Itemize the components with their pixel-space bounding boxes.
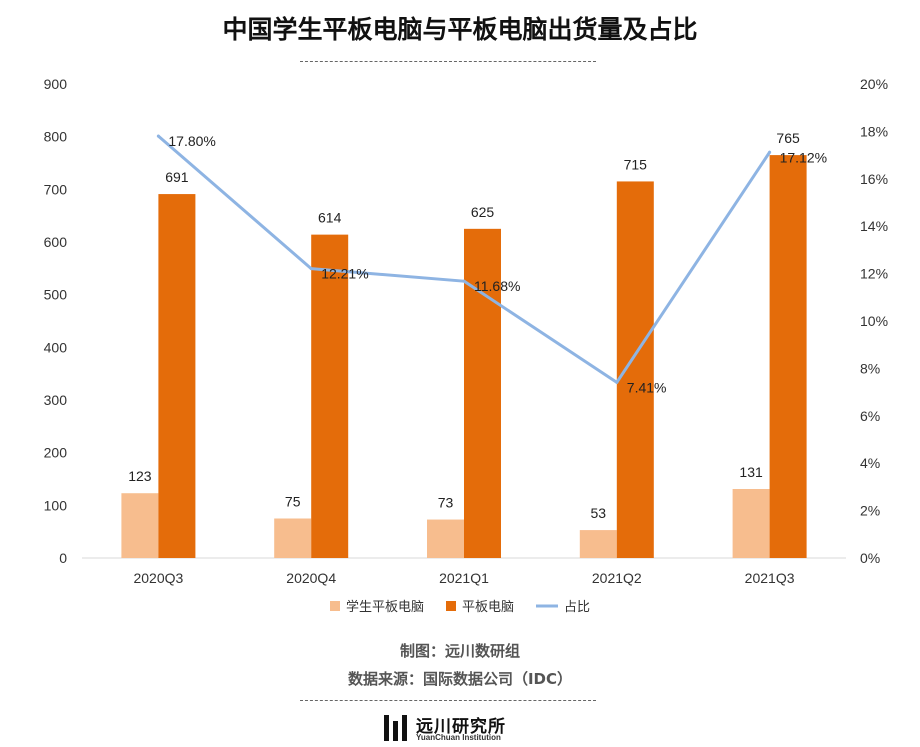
right-axis-tick-label: 12% xyxy=(860,266,888,282)
line-point xyxy=(768,150,772,154)
x-axis-tick-label: 2020Q3 xyxy=(133,570,183,586)
share-line xyxy=(156,134,772,384)
right-axis-tick-label: 6% xyxy=(860,408,880,424)
title-divider xyxy=(300,61,596,62)
left-axis-tick-label: 0 xyxy=(59,550,67,566)
legend-swatch xyxy=(330,601,340,611)
bar-data-label: 75 xyxy=(285,494,301,510)
bar-data-label: 625 xyxy=(471,204,495,220)
left-axis-tick-label: 200 xyxy=(44,445,68,461)
line-data-label: 17.80% xyxy=(168,133,215,149)
source-credit: 数据来源：国际数据公司（IDC） xyxy=(347,670,573,688)
bar xyxy=(158,194,196,558)
bar-data-label: 614 xyxy=(318,210,342,226)
right-axis-tick-label: 16% xyxy=(860,171,888,187)
logo-mark-icon xyxy=(384,715,408,741)
line-point xyxy=(309,267,313,271)
right-axis-tick-label: 0% xyxy=(860,550,880,566)
legend-label: 学生平板电脑 xyxy=(346,599,424,614)
chart-title: 中国学生平板电脑与平板电脑出货量及占比 xyxy=(222,15,698,44)
left-axis-tick-label: 900 xyxy=(44,76,68,92)
x-axis-tick-label: 2021Q2 xyxy=(592,570,642,586)
bar-data-label: 691 xyxy=(165,169,189,185)
right-axis-tick-label: 20% xyxy=(860,76,888,92)
credits-divider xyxy=(300,700,596,701)
line-point xyxy=(615,380,619,384)
left-axis-tick-label: 600 xyxy=(44,234,68,250)
left-axis-tick-label: 500 xyxy=(44,287,68,303)
bar-data-label: 715 xyxy=(624,156,648,172)
bar xyxy=(579,530,617,558)
line-data-label: 12.21% xyxy=(321,266,368,282)
bar xyxy=(121,493,159,558)
line-data-label: 11.68% xyxy=(474,278,520,294)
bar xyxy=(769,155,807,558)
x-axis-tick-label: 2021Q1 xyxy=(439,570,489,586)
legend-label: 占比 xyxy=(564,599,590,614)
line-point xyxy=(462,279,466,283)
made-by-credit: 制图：远川数研组 xyxy=(399,642,520,660)
logo-subtitle: YuanChuan Institution xyxy=(416,733,501,742)
right-axis-tick-label: 4% xyxy=(860,455,880,471)
line-data-label: 17.12% xyxy=(780,149,827,165)
institution-logo: 远川研究所 YuanChuan Institution xyxy=(384,712,544,744)
right-axis-tick-label: 14% xyxy=(860,218,888,234)
left-axis-tick-label: 700 xyxy=(44,181,68,197)
line-data-label: 7.41% xyxy=(627,379,667,395)
bar-data-label: 123 xyxy=(128,468,152,484)
bar xyxy=(616,181,654,558)
x-axis-tick-label: 2020Q4 xyxy=(286,570,336,586)
logo-name: 远川研究所 xyxy=(416,717,506,737)
left-axis-tick-label: 100 xyxy=(44,497,68,513)
right-axis-tick-label: 2% xyxy=(860,503,880,519)
bar-data-label: 765 xyxy=(776,130,800,146)
legend-label: 平板电脑 xyxy=(462,599,514,614)
left-axis-tick-label: 300 xyxy=(44,392,68,408)
right-axis-tick-label: 18% xyxy=(860,123,888,139)
bar-data-label: 53 xyxy=(591,505,607,521)
chart: 0 100 200 300 400 500 600 700 800 900 0% 2% 4% 6% 8% 10… xyxy=(44,76,888,614)
right-axis-tick-label: 8% xyxy=(860,360,880,376)
right-axis-tick-label: 10% xyxy=(860,313,888,329)
bar xyxy=(732,489,770,558)
left-axis-tick-label: 400 xyxy=(44,339,68,355)
bar xyxy=(427,519,464,558)
line-point xyxy=(156,134,160,138)
left-axis-tick-label: 800 xyxy=(44,129,68,145)
bar xyxy=(274,518,312,558)
bar-data-label: 73 xyxy=(438,495,454,511)
bar-data-label: 131 xyxy=(739,464,763,480)
legend-swatch xyxy=(446,601,456,611)
x-axis-tick-label: 2021Q3 xyxy=(745,570,795,586)
bar xyxy=(311,234,349,559)
